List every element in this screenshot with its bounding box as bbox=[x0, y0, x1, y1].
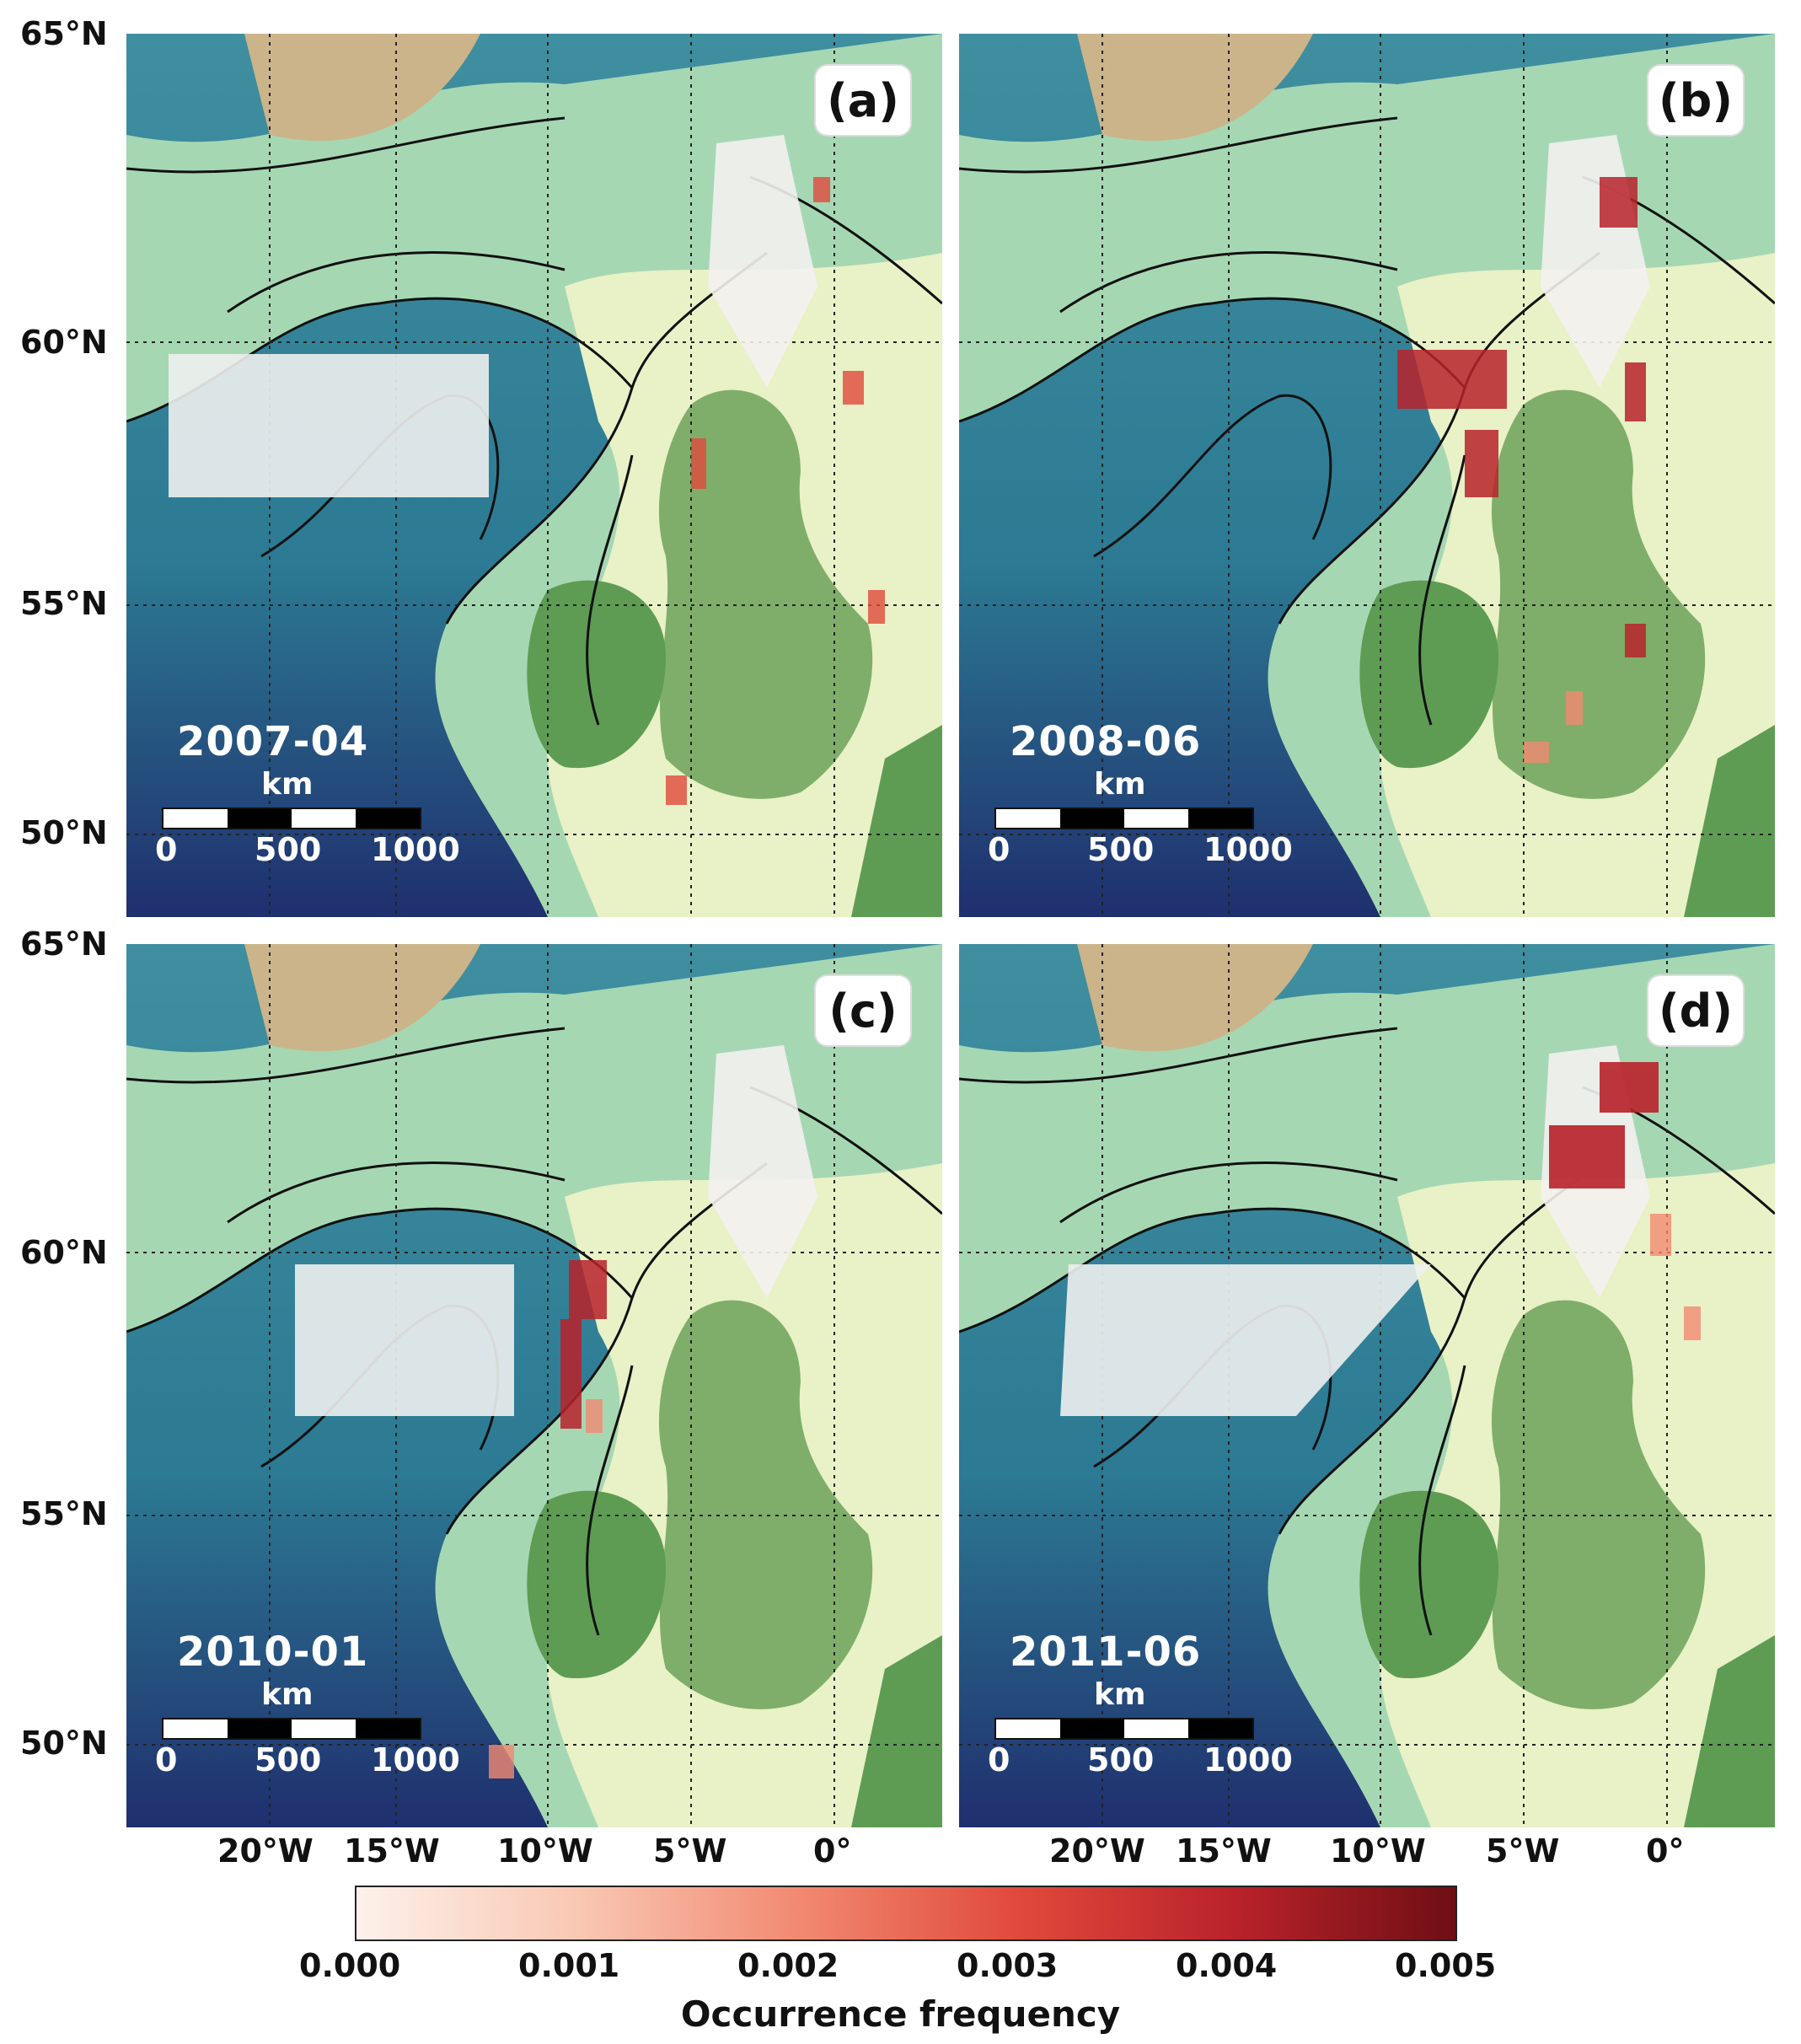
scale-tick: 0 bbox=[155, 831, 178, 868]
scale-tick: 500 bbox=[1087, 1741, 1155, 1778]
map-panel-d: (d) 2011-06 km 0 500 1000 bbox=[959, 944, 1775, 1827]
scale-bar: km 0 500 1000 bbox=[155, 1677, 460, 1804]
lon-label-0: 0° bbox=[1646, 1832, 1685, 1870]
lon-label-5w: 5°W bbox=[653, 1832, 727, 1870]
date-label: 2008-06 bbox=[1010, 718, 1202, 765]
colorbar-tick: 0.004 bbox=[1176, 1947, 1278, 1984]
scale-tick: 1000 bbox=[1203, 831, 1293, 868]
panel-label: (a) bbox=[816, 66, 910, 135]
scale-bar: km 0 500 1000 bbox=[988, 767, 1293, 893]
scale-unit: km bbox=[261, 767, 314, 802]
scale-unit: km bbox=[1094, 767, 1146, 802]
scale-bar: km 0 500 1000 bbox=[988, 1677, 1293, 1804]
scale-tick: 500 bbox=[255, 831, 322, 868]
panel-label: (c) bbox=[816, 976, 910, 1045]
scale-tick: 1000 bbox=[371, 1741, 460, 1778]
scale-tick: 1000 bbox=[1203, 1741, 1293, 1778]
scale-bar: km 0 500 1000 bbox=[155, 767, 460, 893]
colorbar bbox=[355, 1886, 1457, 1941]
lat-label-55: 55°N bbox=[20, 585, 108, 622]
colorbar-tick: 0.001 bbox=[518, 1947, 620, 1984]
scale-unit: km bbox=[1094, 1677, 1146, 1712]
lat-label-65: 65°N bbox=[20, 15, 108, 52]
lon-label-20w: 20°W bbox=[217, 1832, 314, 1870]
scale-tick: 500 bbox=[255, 1741, 322, 1778]
lon-label-10w: 10°W bbox=[1330, 1832, 1426, 1870]
scale-tick: 1000 bbox=[371, 831, 460, 868]
panel-label: (d) bbox=[1648, 976, 1743, 1045]
colorbar-title: Occurrence frequency bbox=[680, 1993, 1121, 2035]
map-background bbox=[126, 34, 942, 917]
map-background bbox=[959, 944, 1775, 1827]
scale-tick: 0 bbox=[155, 1741, 178, 1778]
colorbar-tick: 0.000 bbox=[299, 1947, 401, 1984]
colorbar-tick: 0.002 bbox=[737, 1947, 839, 1984]
date-label: 2010-01 bbox=[177, 1628, 369, 1676]
lon-label-15w: 15°W bbox=[344, 1832, 440, 1870]
date-label: 2011-06 bbox=[1010, 1628, 1202, 1676]
lat-label-60: 60°N bbox=[20, 1234, 108, 1271]
map-panel-b: (b) 2008-06 km 0 500 1000 bbox=[959, 34, 1775, 917]
date-label: 2007-04 bbox=[177, 718, 369, 765]
lon-label-0: 0° bbox=[813, 1832, 852, 1870]
map-panel-c: (c) 2010-01 km 0 500 1000 bbox=[126, 944, 942, 1827]
lon-label-5w: 5°W bbox=[1486, 1832, 1560, 1870]
lat-label-65: 65°N bbox=[20, 925, 108, 963]
lon-label-10w: 10°W bbox=[497, 1832, 593, 1870]
lat-label-55: 55°N bbox=[20, 1495, 108, 1532]
map-background bbox=[126, 944, 942, 1827]
colorbar-tick: 0.003 bbox=[957, 1947, 1059, 1984]
lat-label-50: 50°N bbox=[20, 1725, 108, 1762]
lat-label-50: 50°N bbox=[20, 814, 108, 851]
panel-label: (b) bbox=[1648, 66, 1743, 135]
lon-label-15w: 15°W bbox=[1176, 1832, 1272, 1870]
lat-label-60: 60°N bbox=[20, 324, 108, 361]
map-background bbox=[959, 34, 1775, 917]
lon-label-20w: 20°W bbox=[1049, 1832, 1145, 1870]
map-panel-a: (a) 2007-04 km 0 500 1000 bbox=[126, 34, 942, 917]
colorbar-tick: 0.005 bbox=[1395, 1947, 1497, 1984]
scale-tick: 0 bbox=[988, 1741, 1010, 1778]
scale-tick: 0 bbox=[988, 831, 1010, 868]
scale-tick: 500 bbox=[1087, 831, 1155, 868]
scale-unit: km bbox=[261, 1677, 314, 1712]
